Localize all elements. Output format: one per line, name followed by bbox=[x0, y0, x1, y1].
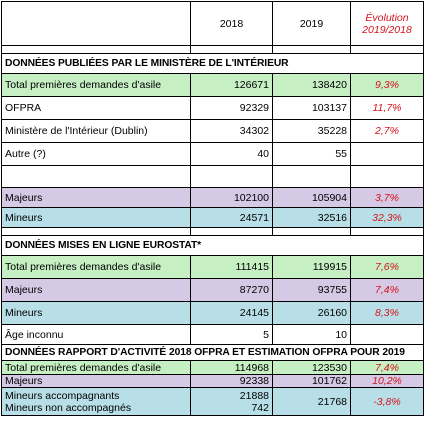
evolution-value: 7,6% bbox=[350, 255, 424, 279]
section-title-row: DONNÉES RAPPORT D'ACTIVITÉ 2018 OFPRA ET… bbox=[1, 344, 424, 361]
header-evolution-line1: Évolution bbox=[365, 11, 409, 24]
table-row: Mineurs 24145 26160 8,3% bbox=[1, 301, 424, 325]
table-row: Total premières demandes d'asile 114968 … bbox=[1, 360, 424, 375]
evolution-value bbox=[350, 324, 424, 345]
value-2019: 10 bbox=[272, 324, 351, 345]
value-2018-accompanied: 21888 bbox=[239, 389, 269, 402]
row-label: Ministère de l'Intérieur (Dublin) bbox=[1, 119, 191, 143]
value-2018: 87270 bbox=[190, 278, 273, 302]
value-2018: 114968 bbox=[190, 360, 273, 375]
value-2018-minors: 21888 742 bbox=[190, 387, 273, 416]
row-label: Âge inconnu bbox=[1, 324, 191, 345]
row-label: Autre (?) bbox=[1, 142, 191, 166]
value-2019: 55 bbox=[272, 142, 351, 166]
row-label: Majeurs bbox=[1, 187, 191, 208]
row-label: Mineurs bbox=[1, 207, 191, 228]
value-2018: 111415 bbox=[190, 255, 273, 279]
section-title-row: DONNÉES MISES EN LIGNE EUROSTAT* bbox=[1, 235, 424, 256]
evolution-value: -3,8% bbox=[350, 387, 424, 416]
minors-accompanied-label: Mineurs accompagnants bbox=[5, 389, 120, 402]
value-2019: 103137 bbox=[272, 96, 351, 120]
value-2019: 93755 bbox=[272, 278, 351, 302]
header-2018: 2018 bbox=[190, 1, 273, 46]
value-2018: 40 bbox=[190, 142, 273, 166]
evolution-value: 11,7% bbox=[350, 96, 424, 120]
header-2019: 2019 bbox=[272, 1, 351, 46]
value-2018: 126671 bbox=[190, 73, 273, 97]
table-row: OFPRA 92329 103137 11,7% bbox=[1, 96, 424, 120]
row-label-minors: Mineurs accompagnants Mineurs non accomp… bbox=[1, 387, 191, 416]
row-label: Total premières demandes d'asile bbox=[1, 360, 191, 375]
value-2018: 24145 bbox=[190, 301, 273, 325]
value-2019: 105904 bbox=[272, 187, 351, 208]
section1-title: DONNÉES PUBLIÉES PAR LE MINISTÈRE DE L'I… bbox=[1, 53, 424, 74]
table-row: Majeurs 92338 101762 10,2% bbox=[1, 374, 424, 388]
value-2018-unaccompanied: 742 bbox=[251, 401, 269, 414]
table-row: Total premières demandes d'asile 111415 … bbox=[1, 255, 424, 279]
value-2018: 5 bbox=[190, 324, 273, 345]
evolution-value: 2,7% bbox=[350, 119, 424, 143]
table-row: Total premières demandes d'asile 126671 … bbox=[1, 73, 424, 97]
header-evolution-line2: 2019/2018 bbox=[362, 23, 412, 36]
value-2018: 92338 bbox=[190, 374, 273, 388]
table-row-minors: Mineurs accompagnants Mineurs non accomp… bbox=[1, 387, 424, 416]
header-row: 2018 2019 Évolution 2019/2018 bbox=[1, 1, 424, 46]
value-2019: 35228 bbox=[272, 119, 351, 143]
evolution-value: 7,4% bbox=[350, 360, 424, 375]
value-2018: 34302 bbox=[190, 119, 273, 143]
evolution-value: 32,3% bbox=[350, 207, 424, 228]
row-label: OFPRA bbox=[1, 96, 191, 120]
row-label: Mineurs bbox=[1, 301, 191, 325]
value-2019: 21768 bbox=[272, 387, 351, 416]
value-2019: 32516 bbox=[272, 207, 351, 228]
value-2018: 24571 bbox=[190, 207, 273, 228]
section2-title: DONNÉES MISES EN LIGNE EUROSTAT* bbox=[1, 235, 424, 256]
evolution-value: 9,3% bbox=[350, 73, 424, 97]
row-label: Total premières demandes d'asile bbox=[1, 73, 191, 97]
spacer-row bbox=[1, 45, 424, 54]
row-label: Majeurs bbox=[1, 374, 191, 388]
evolution-value: 7,4% bbox=[350, 278, 424, 302]
minors-unaccompanied-label: Mineurs non accompagnés bbox=[5, 401, 132, 414]
spacer-row bbox=[1, 165, 424, 188]
evolution-value: 3,7% bbox=[350, 187, 424, 208]
value-2019: 119915 bbox=[272, 255, 351, 279]
section3-title: DONNÉES RAPPORT D'ACTIVITÉ 2018 OFPRA ET… bbox=[1, 344, 424, 361]
table-row: Majeurs 102100 105904 3,7% bbox=[1, 187, 424, 208]
spacer-row bbox=[1, 227, 424, 236]
header-evolution: Évolution 2019/2018 bbox=[350, 1, 424, 46]
evolution-value: 10,2% bbox=[350, 374, 424, 388]
value-2019: 26160 bbox=[272, 301, 351, 325]
header-empty-cell bbox=[1, 1, 191, 46]
table-row: Âge inconnu 5 10 bbox=[1, 324, 424, 345]
evolution-value: 8,3% bbox=[350, 301, 424, 325]
table-row: Majeurs 87270 93755 7,4% bbox=[1, 278, 424, 302]
table-row: Mineurs 24571 32516 32,3% bbox=[1, 207, 424, 228]
value-2018: 102100 bbox=[190, 187, 273, 208]
row-label: Total premières demandes d'asile bbox=[1, 255, 191, 279]
value-2019: 101762 bbox=[272, 374, 351, 388]
value-2018: 92329 bbox=[190, 96, 273, 120]
value-2019: 123530 bbox=[272, 360, 351, 375]
row-label: Majeurs bbox=[1, 278, 191, 302]
value-2019: 138420 bbox=[272, 73, 351, 97]
section-title-row: DONNÉES PUBLIÉES PAR LE MINISTÈRE DE L'I… bbox=[1, 53, 424, 74]
evolution-value bbox=[350, 142, 424, 166]
table-row: Autre (?) 40 55 bbox=[1, 142, 424, 166]
table-row: Ministère de l'Intérieur (Dublin) 34302 … bbox=[1, 119, 424, 143]
